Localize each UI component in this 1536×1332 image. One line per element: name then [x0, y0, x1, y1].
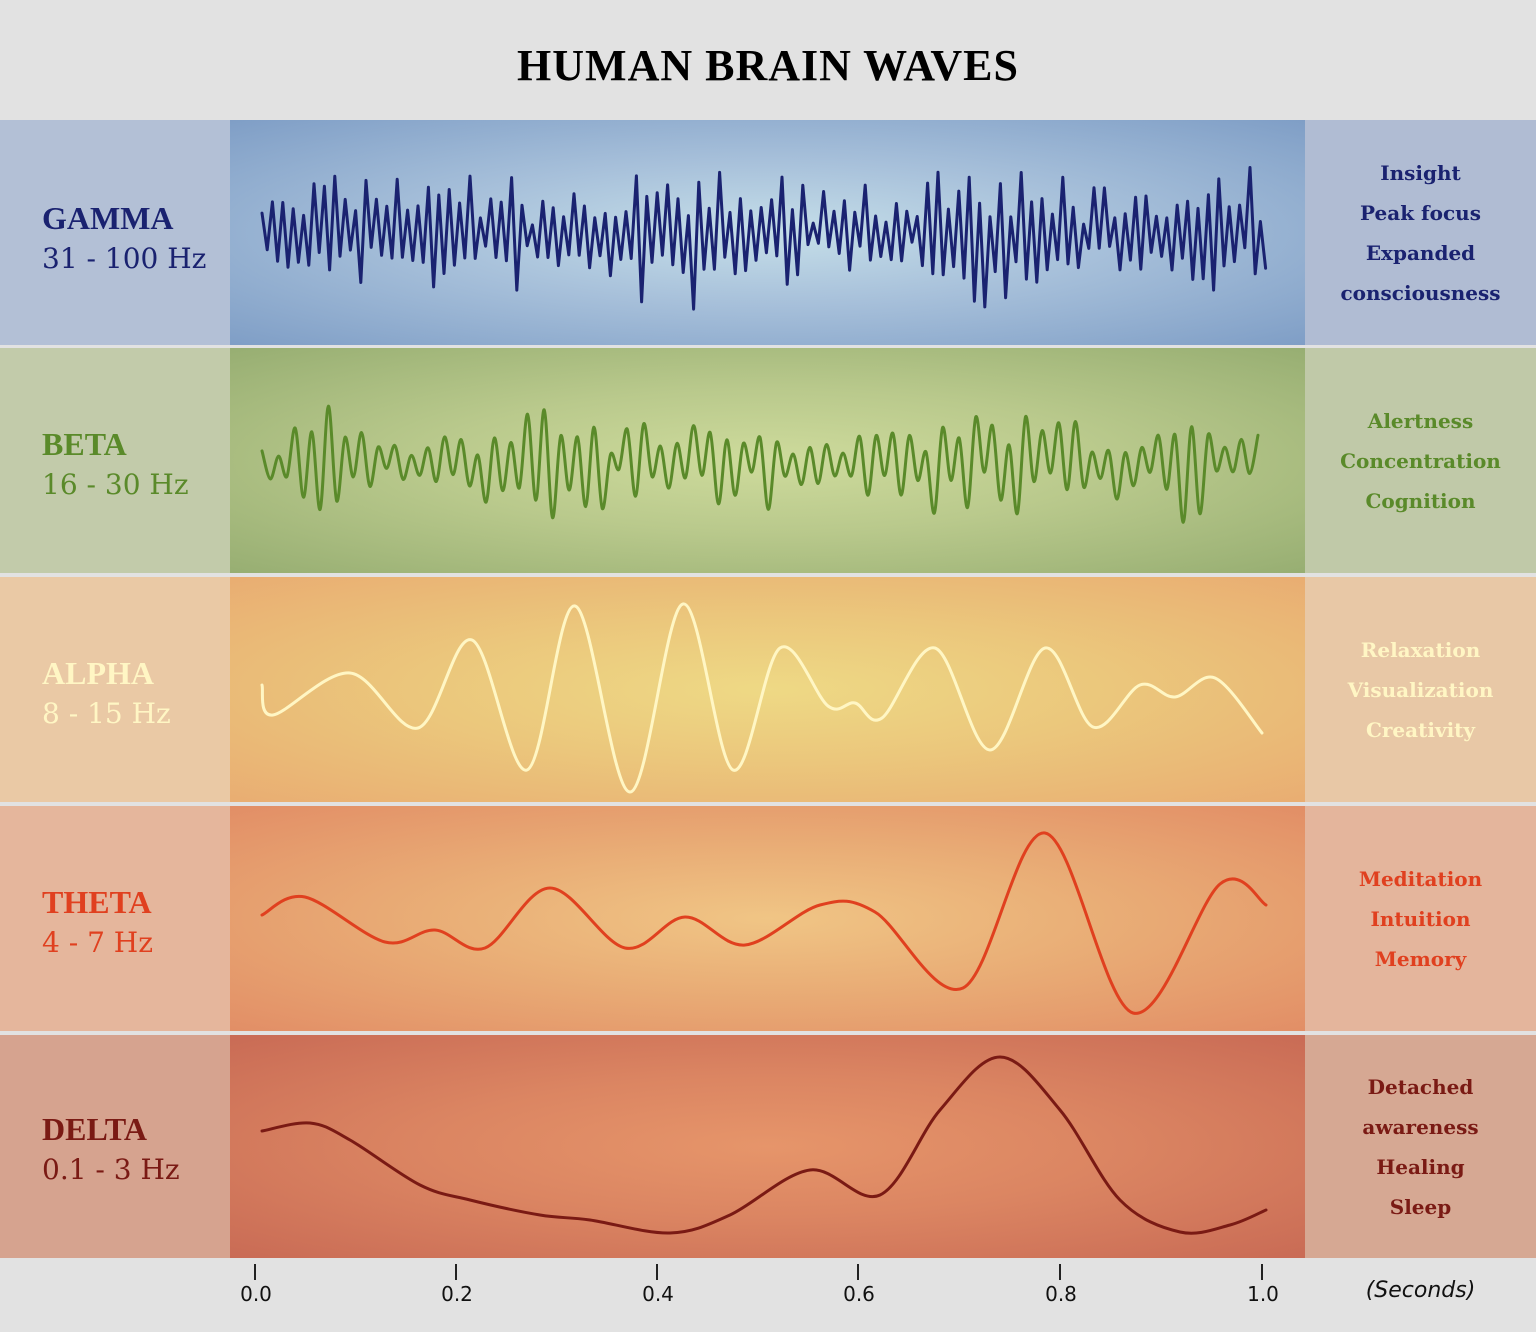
trait: Cognition — [1365, 488, 1476, 513]
band-row-alpha: ALPHA 8 - 15 Hz Relaxation Visualization… — [0, 577, 1536, 802]
band-frequency: 31 - 100 Hz — [42, 242, 207, 275]
trait: Peak focus — [1360, 200, 1481, 225]
axis-unit-label: (Seconds) — [1365, 1278, 1476, 1303]
alpha-wave — [260, 602, 1264, 794]
trait: Visualization — [1347, 677, 1494, 702]
band-traits: Alertness Concentration Cognition — [1305, 348, 1536, 573]
axis-tick-label: 1.0 — [1247, 1282, 1279, 1306]
wave-panel — [230, 577, 1305, 802]
band-label-panel: BETA 16 - 30 Hz — [0, 348, 230, 573]
band-name: THETA — [42, 884, 152, 920]
trait: Memory — [1374, 946, 1467, 971]
axis-tick — [857, 1264, 859, 1280]
axis-tick-label: 0.0 — [240, 1282, 272, 1306]
band-label-panel: GAMMA 31 - 100 Hz — [0, 120, 230, 345]
band-label-panel: THETA 4 - 7 Hz — [0, 806, 230, 1031]
theta-wave — [260, 831, 1268, 1015]
trait: Intuition — [1370, 906, 1471, 931]
band-label-panel: DELTA 0.1 - 3 Hz — [0, 1035, 230, 1258]
axis-tick-label: 0.2 — [441, 1282, 473, 1306]
band-frequency: 0.1 - 3 Hz — [42, 1153, 180, 1186]
band-frequency: 8 - 15 Hz — [42, 697, 171, 730]
trait: Detached — [1367, 1074, 1474, 1099]
band-row-theta: THETA 4 - 7 Hz Meditation Intuition Memo… — [0, 806, 1536, 1031]
trait: Insight — [1380, 160, 1461, 185]
axis-tick-label: 0.6 — [843, 1282, 875, 1306]
axis-tick — [1261, 1264, 1263, 1280]
axis-tick-label: 0.4 — [642, 1282, 674, 1306]
delta-wave — [260, 1055, 1268, 1235]
wave-panel — [230, 806, 1305, 1031]
band-traits: Detached awareness Healing Sleep — [1305, 1035, 1536, 1258]
axis-tick — [254, 1264, 256, 1280]
trait: Expanded — [1365, 240, 1476, 265]
axis-tick — [656, 1264, 658, 1280]
trait: Relaxation — [1360, 637, 1481, 662]
gamma-wave — [260, 166, 1268, 311]
axis-tick — [455, 1264, 457, 1280]
trait: Healing — [1376, 1154, 1465, 1179]
band-traits: Insight Peak focus Expanded consciousnes… — [1305, 120, 1536, 345]
band-label-panel: ALPHA 8 - 15 Hz — [0, 577, 230, 802]
trait: awareness — [1362, 1114, 1479, 1139]
trait: Sleep — [1389, 1194, 1452, 1219]
trait: Creativity — [1365, 717, 1476, 742]
band-name: BETA — [42, 426, 127, 462]
beta-wave — [260, 404, 1260, 524]
trait: Meditation — [1358, 866, 1483, 891]
band-name: GAMMA — [42, 200, 174, 236]
axis-tick — [1059, 1264, 1061, 1280]
band-name: ALPHA — [42, 655, 154, 691]
trait: Concentration — [1340, 448, 1501, 473]
axis-tick-label: 0.8 — [1045, 1282, 1077, 1306]
band-frequency: 4 - 7 Hz — [42, 926, 153, 959]
trait: consciousness — [1340, 280, 1501, 305]
wave-panel — [230, 1035, 1305, 1258]
band-traits: Meditation Intuition Memory — [1305, 806, 1536, 1031]
page-title: HUMAN BRAIN WAVES — [517, 41, 1019, 90]
band-frequency: 16 - 30 Hz — [42, 468, 189, 501]
band-row-delta: DELTA 0.1 - 3 Hz Detached awareness Heal… — [0, 1035, 1536, 1258]
band-name: DELTA — [42, 1111, 147, 1147]
band-traits: Relaxation Visualization Creativity — [1305, 577, 1536, 802]
trait: Alertness — [1367, 408, 1474, 433]
